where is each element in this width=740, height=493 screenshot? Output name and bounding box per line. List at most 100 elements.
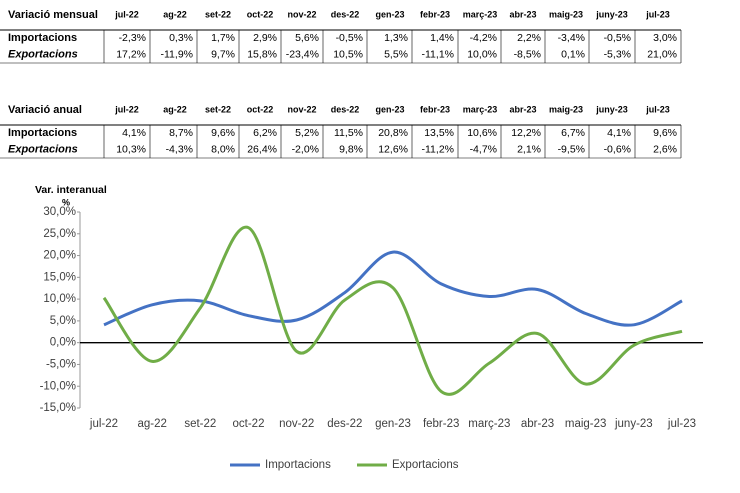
column-header: juny-23 (595, 9, 628, 19)
column-header: set-22 (205, 9, 231, 19)
table-cell: 11,5% (334, 127, 363, 139)
table-cell: 9,7% (211, 48, 235, 60)
table-cell: 10,0% (467, 48, 497, 60)
table-cell: 1,3% (384, 32, 408, 44)
x-tick-label: jul-23 (667, 418, 696, 430)
table-cell: -11,1% (422, 48, 455, 60)
column-header: oct-22 (247, 104, 274, 114)
series-line (103, 250, 683, 327)
table-cell: 10,5% (333, 48, 363, 60)
table-cell: 1,7% (211, 32, 235, 44)
row-label: Exportacions (8, 48, 78, 60)
table-cell: 5,6% (295, 32, 319, 44)
table-cell: -5,3% (604, 48, 631, 60)
table-cell: -3,4% (558, 32, 585, 44)
y-tick-label: 20,0% (43, 250, 76, 262)
table-cell: 6,7% (561, 127, 585, 139)
table-cell: -8,5% (514, 48, 541, 60)
table-cell: -4,7% (470, 143, 497, 155)
x-tick-label: jul-22 (89, 418, 118, 430)
table-cell: 5,2% (295, 127, 319, 139)
column-header: gen-23 (375, 9, 404, 19)
y-tick-label: -15,0% (40, 402, 76, 414)
table-cell: 8,7% (169, 127, 193, 139)
x-tick-label: des-22 (327, 418, 362, 430)
table-cell: -11,2% (422, 143, 455, 155)
y-tick-label: 0,0% (50, 337, 76, 349)
legend-label: Exportacions (392, 459, 459, 471)
column-header: juny-23 (595, 104, 628, 114)
table-cell: 1,4% (430, 32, 454, 44)
y-tick-label: -10,0% (40, 380, 76, 392)
column-header: set-22 (205, 104, 231, 114)
column-header: març-23 (463, 104, 498, 114)
column-header: nov-22 (287, 104, 316, 114)
table-cell: 20,8% (378, 127, 408, 139)
x-tick-label: gen-23 (375, 418, 411, 430)
table-cell: 6,2% (253, 127, 277, 139)
x-tick-label: set-22 (184, 418, 216, 430)
column-header: jul-22 (114, 9, 139, 19)
column-header: abr-23 (509, 9, 536, 19)
x-tick-label: oct-22 (233, 418, 265, 430)
table-cell: 8,0% (211, 143, 235, 155)
column-header: ag-22 (163, 9, 187, 19)
table-cell: 2,6% (653, 143, 677, 155)
y-tick-label: 15,0% (43, 271, 76, 283)
y-unit: % (62, 197, 70, 207)
table-cell: 21,0% (647, 48, 677, 60)
table-cell: -2,0% (292, 143, 319, 155)
legend-label: Importacions (265, 459, 331, 471)
table-cell: 26,4% (247, 143, 277, 155)
x-tick-label: març-23 (468, 418, 510, 430)
y-tick-label: 10,0% (43, 293, 76, 305)
column-header: març-23 (463, 9, 498, 19)
table-cell: 3,0% (653, 32, 677, 44)
column-header: oct-22 (247, 9, 274, 19)
y-tick-label: 30,0% (43, 206, 76, 218)
column-header: maig-23 (549, 104, 583, 114)
x-tick-label: abr-23 (521, 418, 554, 430)
table-title: Variació mensual (8, 9, 98, 21)
table-cell: -0,5% (604, 32, 631, 44)
table-cell: 2,9% (253, 32, 277, 44)
x-tick-label: juny-23 (614, 418, 653, 430)
table-cell: 10,3% (116, 143, 146, 155)
table-cell: 4,1% (607, 127, 631, 139)
x-tick-label: ag-22 (137, 418, 166, 430)
table-cell: -4,2% (470, 32, 497, 44)
table-cell: -2,3% (119, 32, 146, 44)
series-line (102, 225, 683, 396)
column-header: febr-23 (420, 9, 450, 19)
row-label: Importacions (8, 32, 77, 44)
column-header: maig-23 (549, 9, 583, 19)
table-cell: 4,1% (122, 127, 146, 139)
table-cell: 2,1% (517, 143, 541, 155)
table-cell: -9,5% (558, 143, 585, 155)
table-cell: 13,5% (424, 127, 454, 139)
x-tick-label: maig-23 (565, 418, 607, 430)
table-cell: 0,1% (561, 48, 585, 60)
table-cell: -11,9% (161, 48, 194, 60)
column-header: ag-22 (163, 104, 187, 114)
column-header: jul-23 (645, 9, 670, 19)
column-header: jul-22 (114, 104, 139, 114)
y-tick-label: 5,0% (50, 315, 76, 327)
table-cell: 17,2% (116, 48, 146, 60)
row-label: Exportacions (8, 143, 78, 155)
column-header: gen-23 (375, 104, 404, 114)
row-label: Importacions (8, 127, 77, 139)
column-header: nov-22 (287, 9, 316, 19)
column-header: des-22 (331, 9, 360, 19)
x-tick-label: febr-23 (423, 418, 459, 430)
y-tick-label: -5,0% (46, 358, 76, 370)
table-cell: 9,6% (211, 127, 235, 139)
table-cell: 5,5% (384, 48, 408, 60)
table-title: Variació anual (8, 104, 82, 116)
y-tick-label: 25,0% (43, 228, 76, 240)
column-header: jul-23 (645, 104, 670, 114)
column-header: febr-23 (420, 104, 450, 114)
table-cell: 15,8% (247, 48, 277, 60)
table-cell: -0,6% (604, 143, 631, 155)
